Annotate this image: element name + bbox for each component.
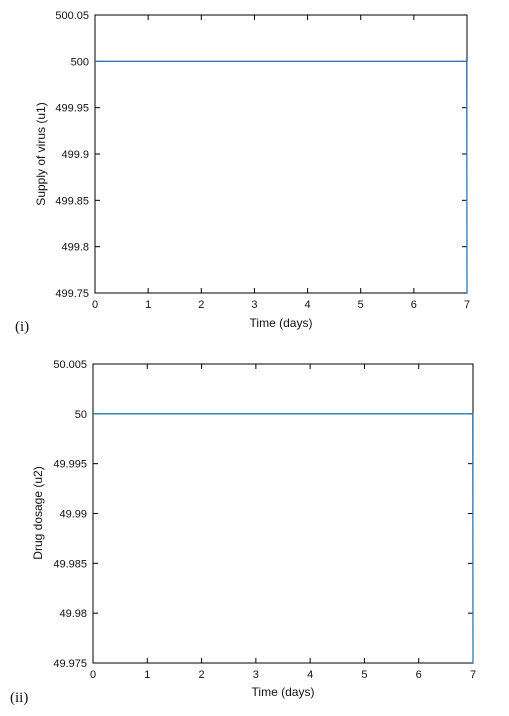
y-tick-label: 499.9: [61, 149, 89, 161]
y-tick-label: 500.05: [55, 10, 89, 22]
x-tick-label: 5: [361, 669, 367, 681]
series-group-1: [95, 60, 468, 294]
x-tick-label: 4: [305, 299, 311, 311]
y-tick: 49.98: [59, 608, 473, 620]
x-tick-label: 0: [92, 299, 98, 311]
x-tick: 0: [92, 15, 98, 311]
y-tick-label: 49.975: [53, 658, 87, 670]
x-tick-label: 2: [198, 299, 204, 311]
panel-label-1: (i): [15, 319, 29, 335]
x-tick: 5: [361, 364, 367, 681]
x-ticks-2: 0 1 2 3 4 5 6 7: [90, 364, 476, 681]
y-tick-label: 499.95: [55, 103, 89, 115]
x-tick-label: 4: [307, 669, 313, 681]
y-tick-label: 499.85: [55, 195, 89, 207]
y-tick: 49.99: [59, 509, 473, 521]
y-tick: 49.975: [53, 658, 473, 670]
x-tick: 4: [307, 364, 313, 681]
plot-area-1: [94, 14, 468, 294]
x-tick: 2: [198, 15, 204, 311]
y-tick-label: 500: [71, 56, 89, 68]
x-tick-label: 1: [145, 299, 151, 311]
chart-panel-2: 0 1 2 3 4 5 6 7 50.005 50 49.995 49.99 49.985 49.98 4…: [10, 359, 476, 706]
y-tick: 499.9: [61, 149, 467, 161]
series-group-2: [93, 413, 474, 664]
panel-label-2: (ii): [10, 690, 28, 706]
y-tick-label: 499.75: [55, 288, 89, 300]
x-tick-label: 3: [253, 669, 259, 681]
y-tick: 499.8: [61, 242, 467, 254]
y-tick-label: 49.99: [59, 509, 87, 521]
y-axis-title-2: Drug dosage (u2): [31, 466, 45, 559]
x-tick: 6: [416, 364, 422, 681]
plot-area-2: [92, 363, 474, 664]
x-tick: 3: [251, 15, 257, 311]
chart-panel-1: 0 1 2 3 4 5 6 7 500.05 500 499.95 499.9 499.85 499.8…: [15, 10, 470, 335]
x-tick-label: 6: [411, 299, 417, 311]
x-tick: 0: [90, 364, 96, 681]
y-tick-label: 50: [75, 409, 87, 421]
y-ticks-2: 50.005 50 49.995 49.99 49.985 49.98 49.975: [53, 359, 473, 670]
x-tick-label: 7: [470, 669, 476, 681]
x-tick-label: 3: [251, 299, 257, 311]
series-line: [95, 60, 468, 294]
x-tick-label: 5: [358, 299, 364, 311]
y-tick-label: 50.005: [53, 359, 87, 371]
x-tick: 1: [144, 364, 150, 681]
y-tick-label: 499.8: [61, 242, 89, 254]
y-tick: 500.05: [55, 10, 467, 22]
y-tick: 49.985: [53, 558, 473, 570]
series-line: [93, 413, 474, 664]
x-axis-title-2: Time (days): [252, 685, 315, 699]
y-tick-label: 49.98: [59, 608, 87, 620]
x-tick-label: 0: [90, 669, 96, 681]
y-tick-label: 49.995: [53, 459, 87, 471]
x-tick: 6: [411, 15, 417, 311]
y-tick: 499.75: [55, 288, 467, 300]
y-tick: 499.85: [55, 195, 467, 207]
x-ticks-1: 0 1 2 3 4 5 6 7: [92, 15, 470, 311]
x-tick-label: 6: [416, 669, 422, 681]
y-tick-label: 49.985: [53, 558, 87, 570]
x-tick: 4: [305, 15, 311, 311]
x-tick-label: 2: [199, 669, 205, 681]
y-tick: 50.005: [53, 359, 473, 371]
x-tick: 1: [145, 15, 151, 311]
y-axis-title-1: Supply of virus (u1): [34, 102, 48, 205]
x-tick: 2: [199, 364, 205, 681]
x-tick: 3: [253, 364, 259, 681]
x-tick: 5: [358, 15, 364, 311]
x-tick-label: 7: [464, 299, 470, 311]
x-axis-title-1: Time (days): [250, 316, 313, 330]
x-tick-label: 1: [144, 669, 150, 681]
